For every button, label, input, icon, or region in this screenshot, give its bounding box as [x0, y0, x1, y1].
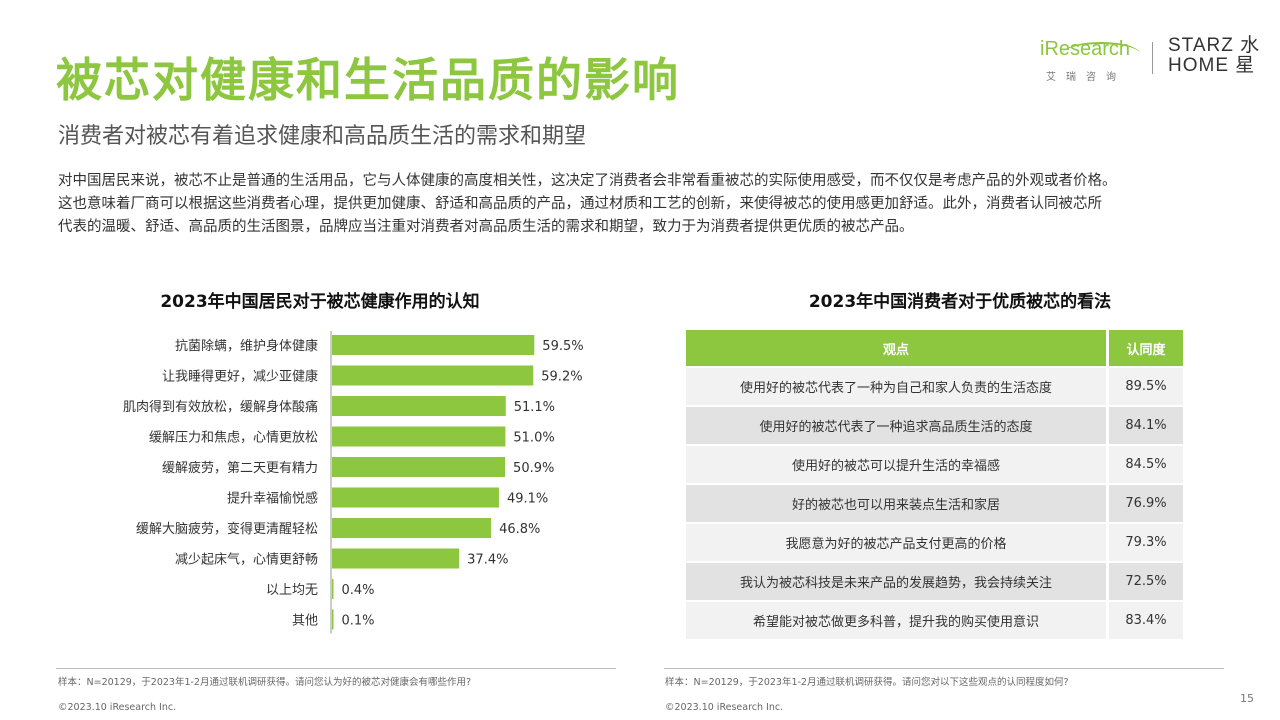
intro-line: 这也意味着厂商可以根据这些消费者心理，提供更加健康、舒适和高品质的产品，通过材质… — [58, 196, 1102, 212]
bar — [332, 609, 334, 630]
agreement-cell: 83.4% — [1109, 602, 1183, 639]
bar — [332, 579, 334, 599]
category-label: 提升幸福愉悦感 — [227, 491, 318, 507]
page-title: 被芯对健康和生活品质的影响 — [56, 53, 680, 107]
table-row: 使用好的被芯代表了一种追求高品质生活的态度 84.1% — [686, 407, 1183, 444]
bar-value-label: 59.5% — [542, 339, 583, 354]
opinion-cell: 希望能对被芯做更多科普，提升我的购买使用意识 — [686, 602, 1109, 639]
bar-value-label: 59.2% — [541, 370, 582, 385]
bar — [332, 365, 534, 386]
category-label: 缓解压力和焦虑，心情更放松 — [149, 431, 318, 446]
footer-divider-left — [56, 668, 616, 669]
category-label: 让我睡得更好，减少亚健康 — [162, 369, 318, 385]
category-label: 缓解大脑疲劳，变得更清醒轻松 — [136, 521, 318, 537]
table-row: 好的被芯也可以用来装点生活和家居 76.9% — [686, 485, 1183, 522]
category-label: 肌肉得到有效放松，缓解身体酸痛 — [123, 399, 318, 415]
copyright-right: ©2023.10 iResearch Inc. — [665, 702, 784, 713]
logo-arc-icon — [1062, 42, 1140, 66]
bar — [332, 457, 506, 477]
bar — [332, 335, 535, 355]
bar-value-label: 0.1% — [342, 614, 375, 629]
page-number: 15 — [1240, 692, 1254, 705]
bar-value-label: 37.4% — [467, 553, 508, 568]
bar — [332, 548, 460, 569]
intro-line: 对中国居民来说，被芯不止是普通的生活用品，它与人体健康的高度相关性，这决定了消费… — [58, 173, 1117, 189]
agreement-cell: 76.9% — [1109, 485, 1183, 522]
bar — [332, 426, 506, 447]
table-row: 使用好的被芯可以提升生活的幸福感 84.5% — [686, 446, 1183, 483]
intro-line: 代表的温暖、舒适、高品质的生活图景，品牌应当注重对消费者对高品质生活的需求和期望… — [58, 219, 914, 235]
bar — [332, 518, 492, 538]
iresearch-logo: iResearch 艾瑞咨询 — [1040, 38, 1140, 84]
bar-chart-title: 2023年中国居民对于被芯健康作用的认知 — [160, 292, 480, 312]
sample-note-right: 样本：N=20129，于2023年1-2月通过联机调研获得。请问您对以下这些观点… — [665, 677, 1069, 688]
iresearch-cn-name: 艾瑞咨询 — [1046, 72, 1126, 83]
agreement-cell: 72.5% — [1109, 563, 1183, 600]
category-label: 以上均无 — [266, 583, 318, 598]
category-label: 抗菌除螨，维护身体健康 — [175, 338, 318, 354]
opinion-cell: 使用好的被芯代表了一种追求高品质生活的态度 — [686, 407, 1109, 444]
opinion-cell: 好的被芯也可以用来装点生活和家居 — [686, 485, 1109, 522]
footer-divider-right — [664, 668, 1224, 669]
sample-note-left: 样本：N=20129，于2023年1-2月通过联机调研获得。请问您认为好的被芯对… — [58, 677, 472, 688]
bar-value-label: 0.4% — [342, 583, 375, 598]
bar-value-label: 50.9% — [513, 461, 554, 476]
table-row: 希望能对被芯做更多科普，提升我的购买使用意识 83.4% — [686, 602, 1183, 639]
opinion-table: 观点 认同度 使用好的被芯代表了一种为自己和家人负责的生活态度 89.5% 使用… — [686, 328, 1183, 641]
category-label: 其他 — [292, 614, 318, 629]
category-label: 缓解疲劳，第二天更有精力 — [162, 460, 318, 476]
bar — [332, 487, 499, 508]
starz-line2: HOME 星 — [1168, 55, 1256, 76]
opinion-cell: 我愿意为好的被芯产品支付更高的价格 — [686, 524, 1109, 561]
intro-paragraph: 对中国居民来说，被芯不止是普通的生活用品，它与人体健康的高度相关性，这决定了消费… — [58, 170, 1228, 239]
opinion-cell: 使用好的被芯代表了一种为自己和家人负责的生活态度 — [686, 368, 1109, 405]
bar-value-label: 46.8% — [499, 522, 540, 537]
bar-value-label: 49.1% — [507, 492, 548, 507]
health-perception-bar-chart: 抗菌除螨，维护身体健康 59.5% 让我睡得更好，减少亚健康 59.2% 肌肉得到有效放… — [123, 331, 584, 634]
category-label: 减少起床气，心情更舒畅 — [175, 552, 318, 568]
iresearch-wordmark: iResearch — [1040, 38, 1131, 60]
table-header-opinion: 观点 — [686, 330, 1109, 366]
copyright-left: ©2023.10 iResearch Inc. — [58, 702, 177, 713]
agreement-cell: 84.1% — [1109, 407, 1183, 444]
opinion-cell: 我认为被芯科技是未来产品的发展趋势，我会持续关注 — [686, 563, 1109, 600]
starz-home-logo: STARZ 水 HOME 星 — [1168, 36, 1260, 76]
agreement-cell: 84.5% — [1109, 446, 1183, 483]
starz-line1: STARZ 水 — [1168, 35, 1261, 56]
logo-divider — [1152, 42, 1153, 74]
table-title: 2023年中国消费者对于优质被芯的看法 — [808, 292, 1112, 312]
page-subtitle: 消费者对被芯有着追求健康和高品质生活的需求和期望 — [58, 124, 587, 149]
table-row: 我认为被芯科技是未来产品的发展趋势，我会持续关注 72.5% — [686, 563, 1183, 600]
bar — [332, 396, 506, 416]
agreement-cell: 89.5% — [1109, 368, 1183, 405]
opinion-cell: 使用好的被芯可以提升生活的幸福感 — [686, 446, 1109, 483]
table-header-agreement: 认同度 — [1109, 330, 1183, 366]
bar-value-label: 51.1% — [514, 400, 555, 415]
agreement-cell: 79.3% — [1109, 524, 1183, 561]
table-row: 我愿意为好的被芯产品支付更高的价格 79.3% — [686, 524, 1183, 561]
table-row: 使用好的被芯代表了一种为自己和家人负责的生活态度 89.5% — [686, 368, 1183, 405]
bar-value-label: 51.0% — [513, 431, 554, 446]
